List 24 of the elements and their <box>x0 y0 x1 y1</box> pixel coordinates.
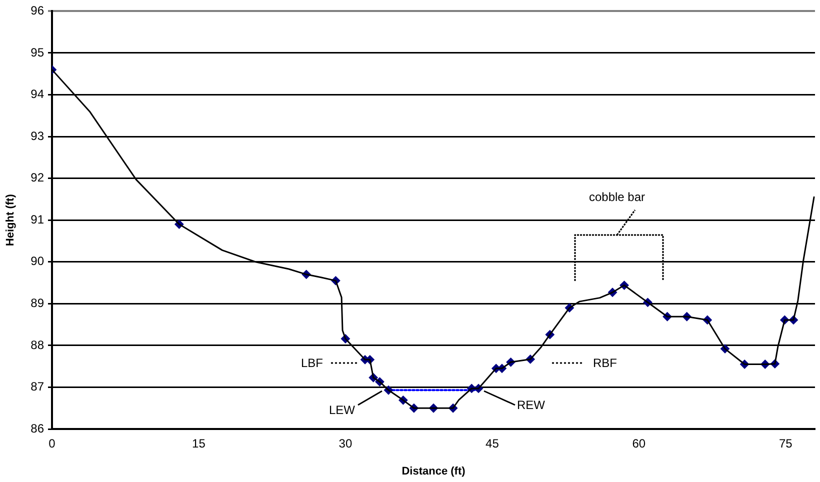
y-axis-title: Height (ft) <box>4 194 17 246</box>
x-tick-label: 45 <box>486 436 500 451</box>
x-tick-label: 0 <box>48 436 56 451</box>
x-axis-title: Distance (ft) <box>402 465 466 478</box>
annotation: LBF <box>300 356 323 370</box>
y-tick-label: 86 <box>30 421 44 436</box>
y-tick-label: 94 <box>30 87 44 102</box>
y-tick-label: 88 <box>30 338 44 352</box>
y-tick-label: 87 <box>30 380 44 394</box>
annotation: cobble bar <box>588 190 646 204</box>
annotation: LEW <box>328 403 355 417</box>
y-tick-label: 92 <box>30 170 44 185</box>
x-tick-label: 15 <box>192 436 206 451</box>
y-tick-label: 90 <box>30 254 44 268</box>
x-tick-label: 30 <box>338 436 352 451</box>
y-tick-label: 89 <box>30 296 44 310</box>
y-tick-label: 95 <box>30 45 44 60</box>
y-tick-label: 96 <box>30 4 44 18</box>
annotation: REW <box>517 398 545 412</box>
y-tick-label: 93 <box>30 128 44 143</box>
x-tick-label: 60 <box>632 436 646 451</box>
y-tick-label: 91 <box>30 212 44 226</box>
x-tick-label: 75 <box>778 436 793 451</box>
annotation: RBF <box>593 356 617 370</box>
